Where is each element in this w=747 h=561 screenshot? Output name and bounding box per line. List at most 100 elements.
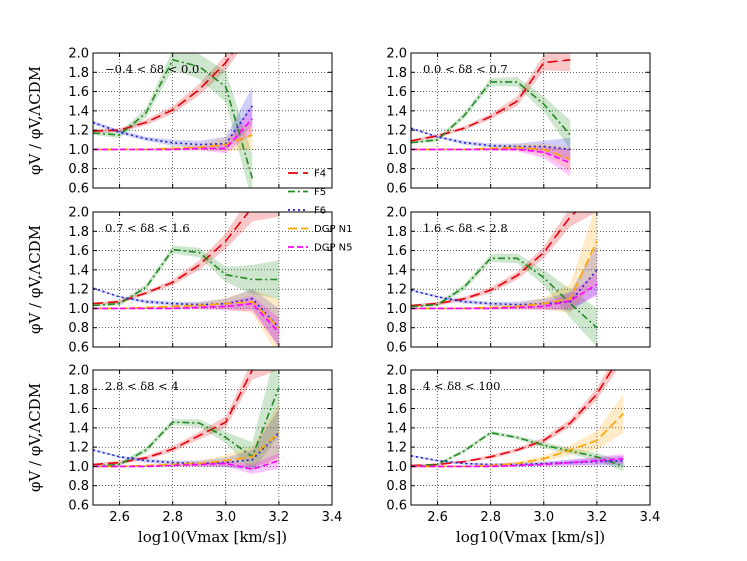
line-dgp-n5	[411, 283, 598, 310]
band-f5	[411, 77, 571, 150]
line-dgp-n1	[411, 412, 624, 468]
line-f6	[93, 432, 280, 465]
line-f6	[411, 455, 624, 466]
band-f6	[411, 454, 624, 467]
plot-area	[411, 370, 650, 505]
series-layer	[411, 53, 571, 177]
plot-area	[411, 212, 650, 347]
line-dgp-n1	[411, 146, 571, 160]
band-dgp-n1	[93, 290, 279, 347]
x-tick-label: 3.4	[640, 510, 661, 525]
panel-3: 0.6 0.8 1.0 1.2 1.4 1.6 1.8 2.0 φV / φV,ΛCDM 0.7 …	[26, 206, 333, 356]
series-layer	[411, 212, 598, 347]
plot-area	[93, 212, 332, 347]
band-dgp-n1	[93, 120, 253, 152]
x-tick-label: 3.2	[269, 510, 290, 525]
y-tick-label: 1.0	[68, 460, 89, 475]
y-tick-label: 1.6	[386, 85, 407, 100]
y-tick-label: 1.4	[386, 263, 407, 278]
legend-entry: DGP N5	[288, 243, 353, 254]
y-tick-label: 0.8	[68, 321, 89, 336]
line-f5	[93, 387, 280, 468]
x-tick-label: 2.6	[109, 510, 130, 525]
band-dgp-n1	[411, 394, 624, 468]
y-tick-label: 0.6	[386, 499, 407, 514]
axes-frame	[92, 52, 333, 189]
y-tick-label: 1.4	[386, 421, 407, 436]
line-f6	[411, 127, 571, 151]
y-tick-label: 2.0	[386, 364, 407, 379]
y-tick-label: 1.0	[68, 143, 89, 158]
series-layer	[411, 370, 624, 472]
x-tick-label: 2.6	[427, 510, 448, 525]
band-f5	[411, 253, 597, 347]
y-axis-label: φV / φV,ΛCDM	[26, 383, 44, 492]
line-dgp-n5	[93, 302, 280, 334]
legend-label: F4	[314, 169, 326, 180]
y-tick-label: 0.8	[68, 479, 89, 494]
band-dgp-n1	[93, 403, 279, 468]
band-f4	[93, 212, 279, 305]
panel-2: 0.6 0.8 1.0 1.2 1.4 1.6 1.8 2.0 0.0 < δ8 < 0.7	[386, 47, 651, 197]
y-tick-label: 1.4	[68, 104, 89, 119]
y-tick-label: 0.6	[386, 341, 407, 356]
y-tick-label: 1.2	[68, 124, 89, 139]
plot-area	[411, 53, 650, 188]
line-f5	[93, 248, 279, 307]
panel-label: 0.7 < δ8 < 1.6	[105, 221, 190, 235]
line-dgp-n1	[93, 134, 253, 151]
y-tick-label: 0.6	[386, 182, 407, 197]
plot-area	[93, 370, 332, 505]
y-tick-label: 1.8	[68, 383, 89, 398]
panel-1: 0.6 0.8 1.0 1.2 1.4 1.6 1.8 2.0 φV / φV,ΛCDM −0.4…	[26, 47, 333, 197]
y-tick-label: 0.6	[68, 341, 89, 356]
line-f5	[411, 257, 598, 329]
axes-frame	[410, 369, 651, 506]
y-tick-label: 1.8	[386, 225, 407, 240]
y-tick-label: 1.2	[386, 283, 407, 298]
y-tick-label: 1.6	[386, 402, 407, 417]
y-tick-label: 1.2	[386, 441, 407, 456]
legend-label: F6	[314, 206, 326, 217]
panel-5: 0.6 0.8 1.0 1.2 1.4 1.6 1.8 2.0 2.6 2.8 3.0 3.2 3.4 l…	[26, 364, 343, 547]
y-tick-label: 1.0	[68, 302, 89, 317]
y-tick-label: 2.0	[68, 364, 89, 379]
y-tick-label: 1.8	[386, 383, 407, 398]
axes-frame	[410, 52, 651, 189]
line-f5	[411, 431, 624, 468]
x-tick-label: 3.4	[322, 510, 343, 525]
line-f5	[93, 58, 254, 179]
x-axis-label: log10(Vmax [km/s])	[456, 528, 605, 546]
line-dgp-n5	[93, 459, 280, 471]
y-tick-label: 0.6	[68, 182, 89, 197]
series-layer	[93, 53, 254, 188]
y-tick-label: 1.2	[386, 124, 407, 139]
band-f6	[411, 245, 597, 312]
axes-frame	[92, 211, 333, 348]
line-f4	[411, 212, 577, 307]
y-tick-label: 1.8	[68, 66, 89, 81]
y-tick-label: 1.6	[68, 244, 89, 259]
panel-label: 2.8 < δ8 < 4	[105, 379, 179, 393]
x-tick-label: 3.2	[587, 510, 608, 525]
y-tick-label: 0.6	[68, 499, 89, 514]
panel-4: 0.6 0.8 1.0 1.2 1.4 1.6 1.8 2.0 1.6 < δ8 < 2.8	[386, 206, 651, 356]
axes-frame	[92, 369, 333, 506]
band-f6	[93, 86, 253, 151]
band-f6	[411, 127, 571, 161]
series-layer	[93, 370, 280, 475]
panel-label: 0.0 < δ8 < 0.7	[423, 62, 508, 76]
y-tick-label: 1.0	[386, 460, 407, 475]
band-f4	[411, 212, 597, 307]
line-f4	[411, 59, 571, 142]
axes-frame	[410, 211, 651, 348]
legend-label: F5	[314, 187, 326, 198]
y-tick-label: 1.2	[68, 441, 89, 456]
x-tick-label: 2.8	[162, 510, 183, 525]
y-tick-label: 1.6	[68, 402, 89, 417]
x-tick-label: 3.0	[533, 510, 554, 525]
y-tick-label: 0.8	[386, 479, 407, 494]
band-f5	[93, 370, 279, 472]
legend-entry: DGP N1	[288, 224, 353, 235]
band-dgp-n5	[411, 453, 624, 468]
